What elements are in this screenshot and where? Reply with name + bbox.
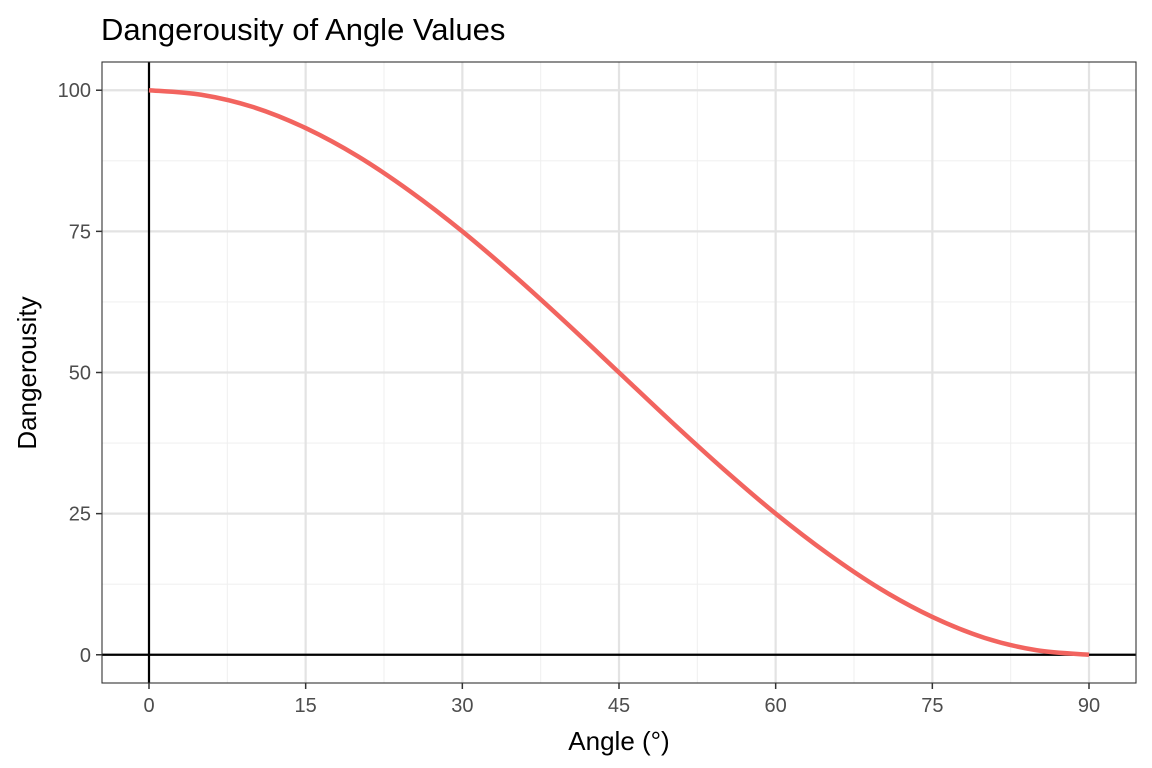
series-layer (148, 87, 1090, 658)
chart-title: Dangerousity of Angle Values (101, 12, 505, 47)
y-tick-label: 50 (69, 363, 91, 385)
x-tick-label: 60 (765, 695, 787, 717)
y-tick-label: 100 (58, 80, 91, 102)
x-tick-label: 30 (451, 695, 473, 717)
x-tick-label: 90 (1078, 695, 1100, 717)
x-tick-label: 75 (921, 695, 943, 717)
x-tick-label: 0 (143, 695, 154, 717)
reference-lines (102, 62, 1136, 683)
x-tick-label: 15 (295, 695, 317, 717)
x-axis-title: Angle (°) (568, 726, 669, 756)
y-axis-ticks: 0 25 50 75 100 (58, 80, 102, 667)
x-axis-ticks: 0 15 30 45 60 75 90 (143, 683, 1100, 717)
y-axis-title: Dangerousity (12, 296, 42, 449)
y-tick-label: 75 (69, 221, 91, 243)
y-tick-label: 0 (80, 645, 91, 667)
series-line (148, 87, 1090, 658)
x-tick-label: 45 (608, 695, 630, 717)
y-tick-label: 25 (69, 504, 91, 526)
